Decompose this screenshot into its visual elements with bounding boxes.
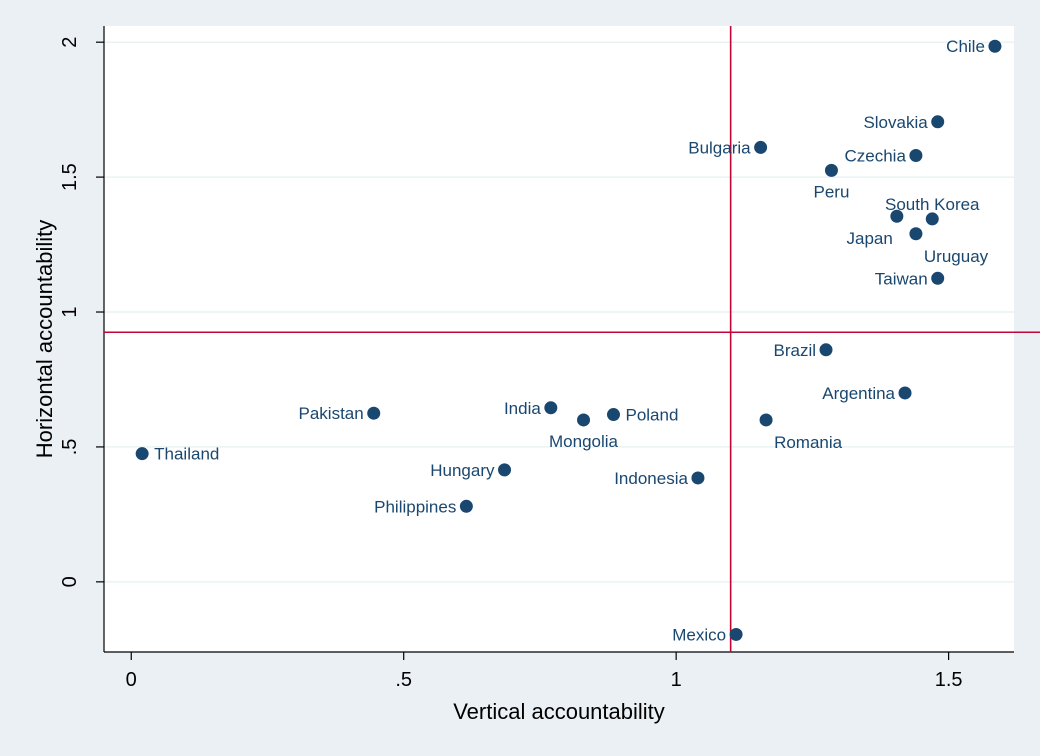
data-point bbox=[931, 271, 945, 285]
point-label: Slovakia bbox=[863, 113, 928, 132]
data-point bbox=[544, 401, 558, 415]
point-label: Hungary bbox=[430, 461, 495, 480]
data-point bbox=[898, 386, 912, 400]
point-label: Bulgaria bbox=[688, 138, 751, 157]
data-point bbox=[824, 163, 838, 177]
x-tick-label: 0 bbox=[126, 669, 137, 691]
y-tick-label: 1 bbox=[59, 306, 81, 317]
point-label: Thailand bbox=[154, 445, 219, 464]
point-label: Mexico bbox=[672, 625, 726, 644]
data-point bbox=[890, 209, 904, 223]
x-axis-ticks: 0 .5 1 1.5 bbox=[126, 652, 963, 691]
y-tick-label: 1.5 bbox=[59, 163, 81, 191]
point-label: Uruguay bbox=[924, 247, 989, 266]
point-label: Poland bbox=[625, 406, 678, 425]
data-point bbox=[925, 212, 939, 226]
data-point bbox=[909, 149, 923, 163]
point-label: Japan bbox=[847, 229, 893, 248]
x-tick-label: 1 bbox=[671, 669, 682, 691]
point-label: Brazil bbox=[773, 341, 816, 360]
data-point bbox=[459, 499, 473, 513]
data-point bbox=[135, 447, 149, 461]
data-point bbox=[577, 413, 591, 427]
data-point bbox=[367, 406, 381, 420]
data-point bbox=[498, 463, 512, 477]
gridlines bbox=[104, 41, 1014, 583]
data-point bbox=[909, 227, 923, 241]
point-label: Romania bbox=[774, 433, 843, 452]
data-point bbox=[819, 343, 833, 357]
point-label: Taiwan bbox=[875, 269, 928, 288]
data-point bbox=[606, 408, 620, 422]
point-label: South Korea bbox=[885, 195, 980, 214]
point-label: Philippines bbox=[374, 497, 456, 516]
point-label: Indonesia bbox=[614, 469, 688, 488]
x-tick-label: 1.5 bbox=[935, 669, 963, 691]
data-point bbox=[691, 471, 705, 485]
point-label: Chile bbox=[946, 37, 985, 56]
data-point bbox=[729, 627, 743, 641]
y-tick-label: 0 bbox=[59, 576, 81, 587]
plot-area bbox=[104, 26, 1014, 652]
data-points: Chile Slovakia Bulgaria Czechia Peru South Ko… bbox=[135, 37, 1002, 644]
point-label: Czechia bbox=[844, 147, 906, 166]
y-axis-title: Horizontal accountability bbox=[32, 220, 57, 458]
data-point bbox=[759, 413, 773, 427]
point-label: Argentina bbox=[822, 384, 895, 403]
y-axis-ticks: 0 .5 1 1.5 2 bbox=[59, 37, 104, 587]
point-label: Peru bbox=[813, 182, 849, 201]
point-label: Pakistan bbox=[299, 404, 364, 423]
reference-lines bbox=[104, 26, 1040, 652]
y-tick-label: .5 bbox=[59, 439, 81, 456]
data-point bbox=[754, 140, 768, 154]
point-label: India bbox=[504, 399, 541, 418]
data-point bbox=[931, 115, 945, 129]
x-axis-title: Vertical accountability bbox=[453, 699, 665, 724]
x-tick-label: .5 bbox=[395, 669, 412, 691]
point-label: Mongolia bbox=[549, 432, 619, 451]
data-point bbox=[988, 39, 1002, 53]
y-tick-label: 2 bbox=[59, 37, 81, 48]
